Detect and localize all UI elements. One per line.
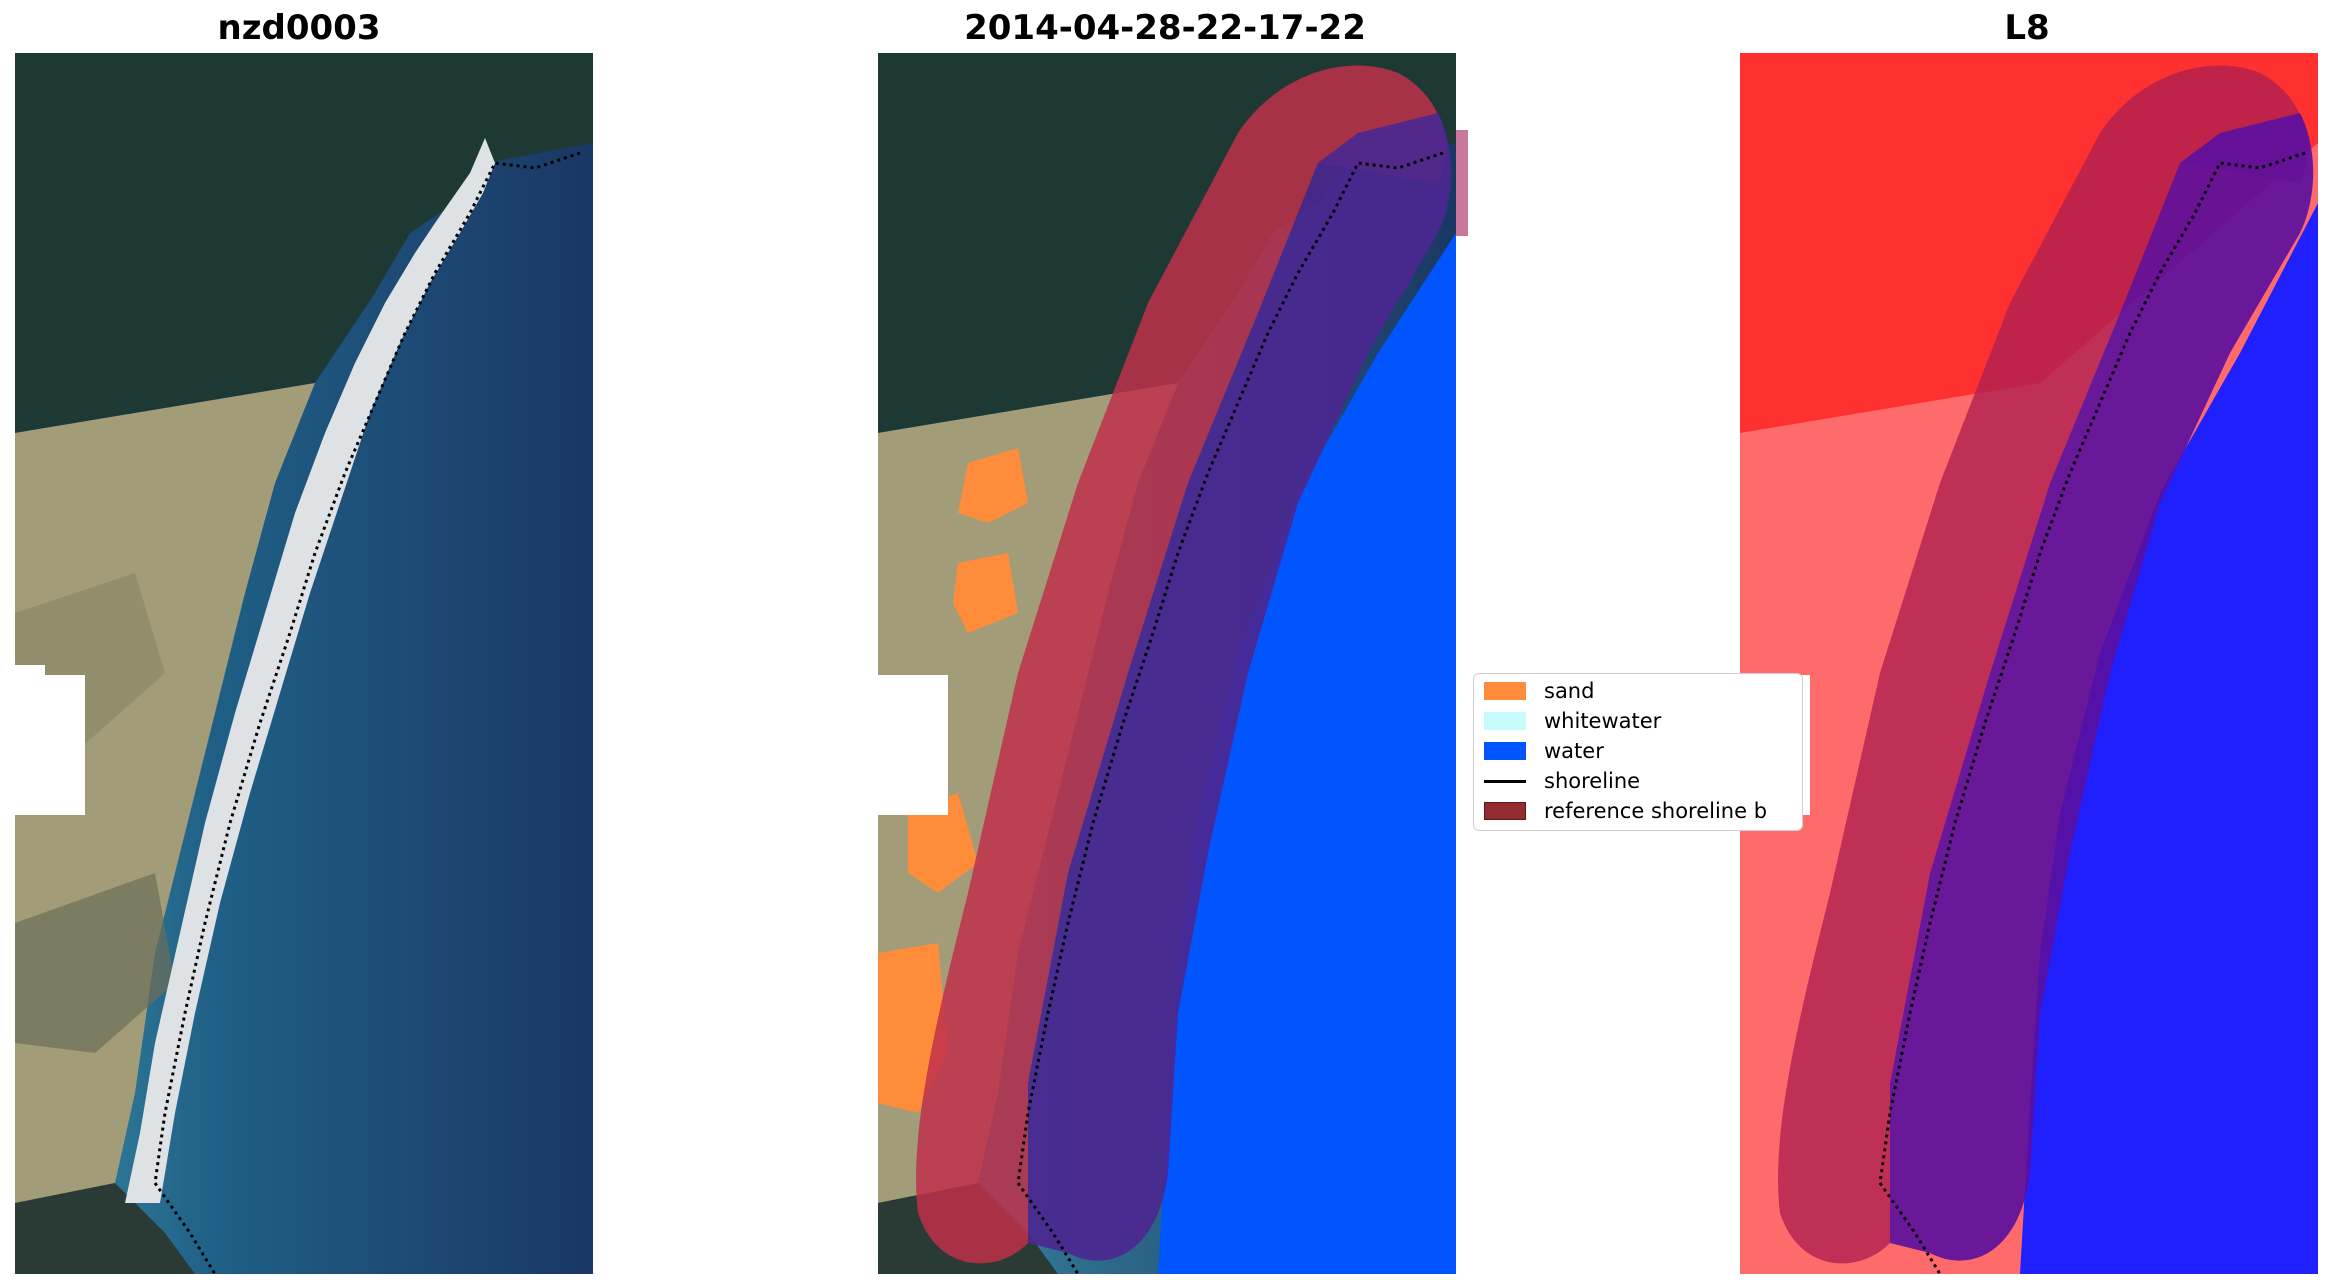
legend-swatch-water bbox=[1484, 742, 1526, 760]
legend: sand whitewater water shoreline referenc… bbox=[1473, 673, 1803, 831]
panel-title-classification: 2014-04-28-22-17-22 bbox=[964, 8, 1366, 48]
classification-image bbox=[878, 53, 1456, 1274]
legend-label-reference-shoreline: reference shoreline b bbox=[1544, 799, 1768, 823]
index-image bbox=[1740, 53, 2318, 1274]
legend-item-whitewater: whitewater bbox=[1484, 708, 1661, 734]
legend-item-shoreline: shoreline bbox=[1484, 768, 1640, 794]
legend-item-reference-shoreline: reference shoreline b bbox=[1484, 798, 1767, 824]
panel-title-rgb: nzd0003 bbox=[217, 8, 381, 48]
legend-label-whitewater: whitewater bbox=[1544, 709, 1662, 733]
legend-swatch-shoreline bbox=[1484, 779, 1526, 783]
legend-swatch-sand bbox=[1484, 682, 1526, 700]
buffer-overflow-strip bbox=[1456, 130, 1468, 236]
legend-item-sand: sand bbox=[1484, 678, 1594, 704]
legend-item-water: water bbox=[1484, 738, 1604, 764]
panel-title-index: L8 bbox=[2004, 8, 2050, 48]
legend-swatch-reference-shoreline bbox=[1484, 802, 1526, 820]
legend-label-sand: sand bbox=[1544, 679, 1595, 703]
legend-swatch-whitewater bbox=[1484, 712, 1526, 730]
legend-label-water: water bbox=[1544, 739, 1604, 763]
legend-label-shoreline: shoreline bbox=[1544, 769, 1641, 793]
rgb-satellite-image bbox=[15, 53, 593, 1274]
